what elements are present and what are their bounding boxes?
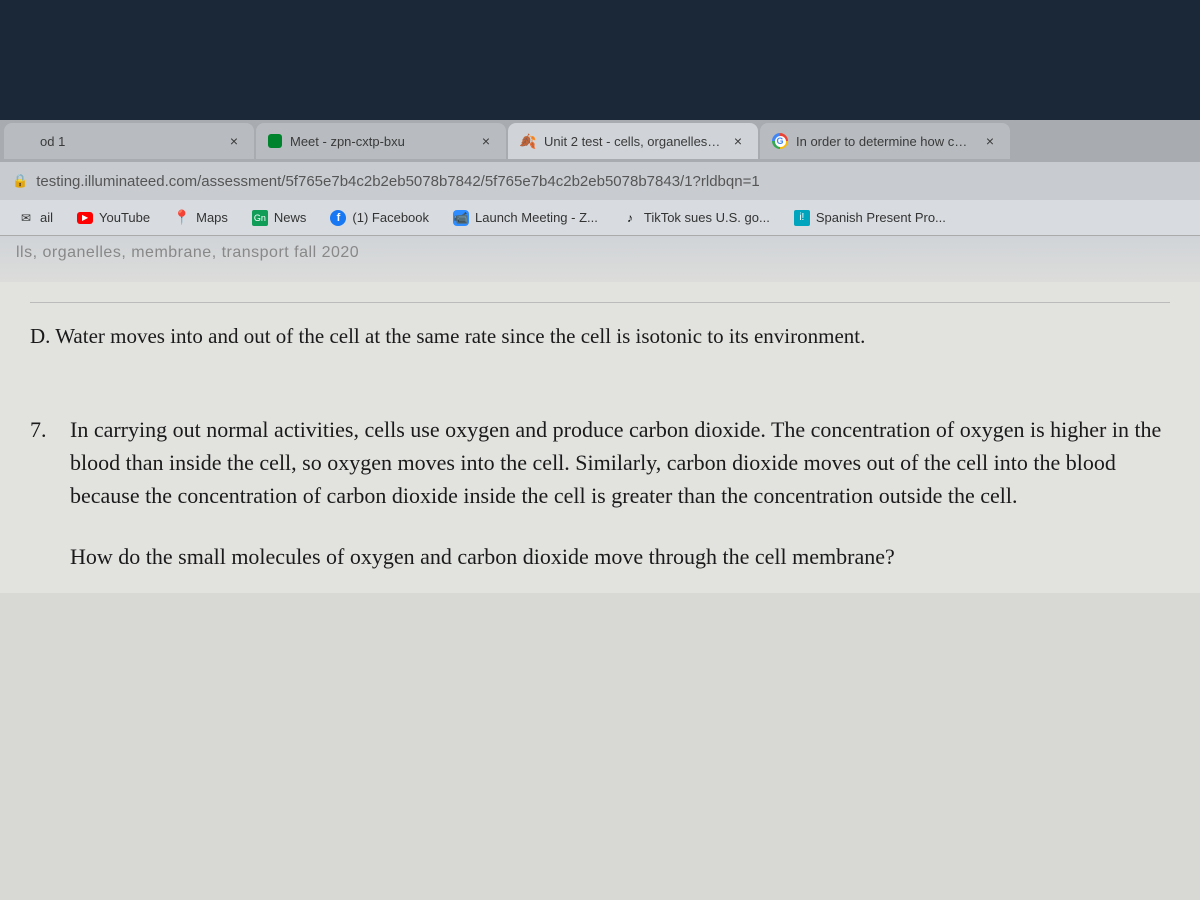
bookmark-youtube[interactable]: ▶ YouTube: [67, 206, 160, 229]
bookmark-news[interactable]: Gn News: [242, 206, 317, 230]
leaf-icon: 🍂: [520, 133, 536, 149]
bookmark-facebook[interactable]: f (1) Facebook: [320, 206, 439, 230]
tab-0[interactable]: od 1 ×: [4, 123, 254, 159]
assessment-title: lls, organelles, membrane, transport fal…: [0, 236, 1200, 282]
tab-title: Meet - zpn-cxtp-bxu: [290, 134, 470, 149]
bookmark-label: TikTok sues U.S. go...: [644, 210, 770, 225]
mail-icon: ✉: [18, 210, 34, 226]
tab-3[interactable]: In order to determine how cells r ×: [760, 123, 1010, 159]
bookmark-label: Maps: [196, 210, 228, 225]
bookmark-label: News: [274, 210, 307, 225]
bookmark-label: ail: [40, 210, 53, 225]
close-icon[interactable]: ×: [730, 133, 746, 149]
google-icon: [772, 133, 788, 149]
bookmark-tiktok[interactable]: ♪ TikTok sues U.S. go...: [612, 206, 780, 230]
close-icon[interactable]: ×: [226, 133, 242, 149]
close-icon[interactable]: ×: [478, 133, 494, 149]
zoom-icon: 📹: [453, 210, 469, 226]
maps-icon: 📍: [174, 210, 190, 226]
spanish-icon: i!: [794, 210, 810, 226]
news-icon: Gn: [252, 210, 268, 226]
bookmark-label: Launch Meeting - Z...: [475, 210, 598, 225]
bookmark-spanish[interactable]: i! Spanish Present Pro...: [784, 206, 956, 230]
tab-title: In order to determine how cells r: [796, 134, 974, 149]
bookmark-label: (1) Facebook: [352, 210, 429, 225]
question-content: D. Water moves into and out of the cell …: [0, 282, 1200, 593]
tab-title: od 1: [40, 134, 218, 149]
tiktok-icon: ♪: [622, 210, 638, 226]
favicon-blank-icon: [16, 133, 32, 149]
address-bar: 🔒 testing.illuminateed.com/assessment/5f…: [0, 162, 1200, 200]
bookmark-zoom[interactable]: 📹 Launch Meeting - Z...: [443, 206, 608, 230]
lock-icon: 🔒: [12, 173, 28, 189]
tab-2-active[interactable]: 🍂 Unit 2 test - cells, organelles, mer ×: [508, 123, 758, 159]
tab-title: Unit 2 test - cells, organelles, mer: [544, 134, 722, 149]
bookmark-label: Spanish Present Pro...: [816, 210, 946, 225]
tabs-row: od 1 × Meet - zpn-cxtp-bxu × 🍂 Unit 2 te…: [0, 120, 1200, 162]
answer-option-d[interactable]: D. Water moves into and out of the cell …: [30, 302, 1170, 353]
bookmark-label: YouTube: [99, 210, 150, 225]
tab-1[interactable]: Meet - zpn-cxtp-bxu ×: [256, 123, 506, 159]
bookmark-ail[interactable]: ✉ ail: [8, 206, 63, 230]
meet-icon: [268, 134, 282, 148]
youtube-icon: ▶: [77, 212, 93, 224]
question-number: 7.: [30, 413, 70, 446]
browser-frame: od 1 × Meet - zpn-cxtp-bxu × 🍂 Unit 2 te…: [0, 120, 1200, 900]
page-content: lls, organelles, membrane, transport fal…: [0, 236, 1200, 900]
url-text[interactable]: testing.illuminateed.com/assessment/5f76…: [36, 173, 760, 190]
question-body: 7.In carrying out normal activities, cel…: [70, 413, 1170, 512]
question-text: In carrying out normal activities, cells…: [70, 417, 1161, 508]
close-icon[interactable]: ×: [982, 133, 998, 149]
question-7: 7.In carrying out normal activities, cel…: [30, 413, 1170, 573]
question-prompt: How do the small molecules of oxygen and…: [70, 540, 1170, 573]
bookmarks-bar: ✉ ail ▶ YouTube 📍 Maps Gn News f (1) Fac…: [0, 200, 1200, 236]
facebook-icon: f: [330, 210, 346, 226]
bookmark-maps[interactable]: 📍 Maps: [164, 206, 238, 230]
